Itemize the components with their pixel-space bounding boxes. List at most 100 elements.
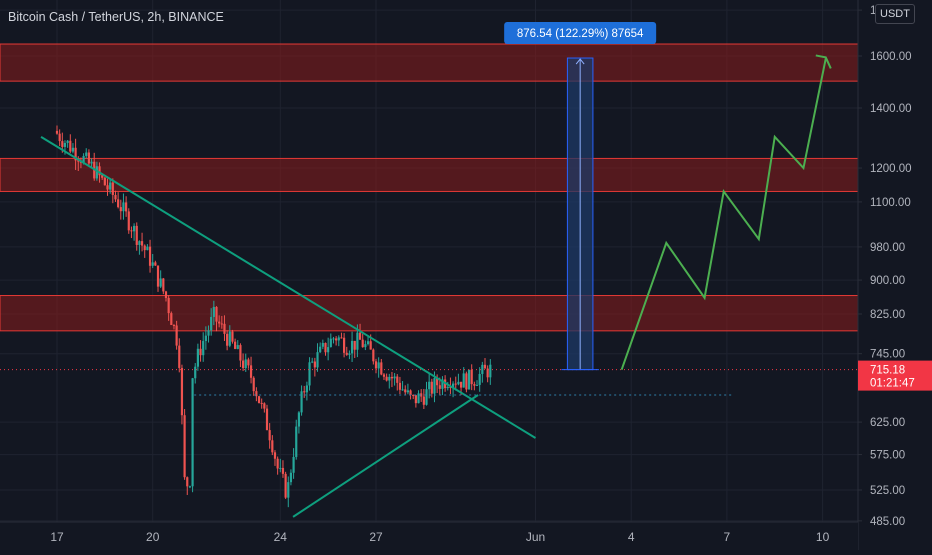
candle-body	[382, 374, 386, 377]
candle-body	[486, 368, 489, 378]
resistance-zone	[0, 43, 859, 82]
candle-body	[303, 391, 306, 393]
candle-body	[148, 246, 152, 266]
price-axis	[858, 0, 932, 550]
trendline	[292, 394, 479, 518]
candle-body	[98, 166, 101, 176]
candle-body	[204, 335, 207, 342]
candle-body	[353, 340, 356, 350]
candle-body	[404, 389, 407, 393]
candle-body	[172, 324, 176, 326]
candle-body	[191, 378, 194, 487]
candle-body	[478, 373, 481, 385]
candle-body	[151, 262, 154, 266]
candle-body	[316, 352, 319, 368]
candle-body	[255, 391, 258, 397]
candle-body	[183, 415, 186, 478]
last-price-value: 715.18	[870, 365, 905, 377]
candle-body	[196, 348, 199, 367]
candle-body	[138, 241, 141, 245]
candle-body	[241, 360, 245, 369]
candle-body	[63, 142, 67, 147]
candle-body	[55, 130, 59, 134]
candle-body	[358, 332, 362, 340]
candle-body	[425, 389, 428, 405]
candle-body	[409, 390, 412, 396]
candle-body	[305, 385, 308, 393]
candle-body	[438, 385, 441, 389]
candle-body	[215, 306, 218, 322]
candle-body	[260, 402, 263, 404]
candle-body	[385, 376, 388, 381]
candle-body	[401, 389, 404, 391]
candle-body	[218, 321, 221, 324]
candle-body	[119, 207, 122, 212]
candle-body	[231, 331, 234, 342]
candle-body	[457, 381, 460, 385]
candle-body	[465, 373, 468, 390]
time-axis	[0, 522, 858, 550]
candle-body	[164, 291, 168, 299]
candle-body	[180, 367, 184, 416]
candle-body	[95, 166, 98, 179]
candle-body	[343, 337, 346, 353]
candle-body	[372, 349, 375, 362]
price-axis-tick: 980.00	[870, 242, 905, 254]
candle-body	[106, 185, 109, 190]
candle-body	[297, 412, 301, 427]
candle-body	[422, 396, 425, 405]
candle-body	[77, 160, 80, 162]
candle-body	[159, 278, 162, 287]
candle-body	[273, 452, 277, 459]
candle-body	[449, 386, 452, 388]
time-axis-tick: 17	[50, 530, 64, 544]
price-axis-tick: 525.00	[870, 485, 905, 497]
candle-body	[66, 140, 69, 143]
candle-body	[398, 382, 402, 390]
candle-body	[348, 353, 351, 355]
price-axis-tick: 825.00	[870, 309, 905, 321]
candle-body	[207, 330, 210, 336]
measure-label-box	[504, 22, 657, 44]
candle-body	[459, 381, 463, 388]
price-axis-tick: 1600.00	[870, 51, 912, 63]
candle-body	[263, 403, 266, 409]
candle-body	[441, 379, 444, 389]
candle-body	[271, 440, 274, 453]
candle-body	[236, 345, 239, 349]
candle-body	[167, 298, 170, 314]
candle-body	[329, 338, 332, 348]
candle-body	[127, 211, 130, 231]
candle-body	[470, 369, 473, 385]
candle-body	[71, 147, 75, 152]
candle-body	[101, 175, 104, 178]
candle-body	[170, 313, 173, 325]
resistance-zone	[0, 157, 859, 192]
candle-body	[436, 378, 439, 386]
candle-body	[87, 152, 90, 164]
candle-body	[289, 472, 293, 483]
candle-body	[345, 352, 348, 355]
candle-body	[417, 393, 420, 404]
time-axis-tick: Jun	[526, 530, 545, 544]
candle-body	[321, 342, 324, 347]
candle-body	[244, 359, 247, 369]
candle-body	[194, 366, 197, 379]
candle-body	[393, 376, 396, 379]
price-axis-tick: 1400.00	[870, 103, 912, 115]
price-axis-tick: 745.00	[870, 349, 905, 361]
candle-body	[295, 426, 298, 457]
price-axis-tick: 1200.00	[870, 163, 912, 175]
candle-body	[111, 182, 114, 195]
candle-body	[451, 383, 455, 388]
candle-body	[220, 323, 223, 325]
measure-arrow-head	[575, 58, 585, 65]
currency-button[interactable]: USDT	[875, 4, 915, 24]
candle-body	[412, 395, 415, 397]
candle-body	[122, 202, 125, 212]
candle-body	[483, 364, 487, 369]
countdown-timer: 01:21:47	[870, 378, 915, 390]
candle-body	[311, 361, 314, 363]
